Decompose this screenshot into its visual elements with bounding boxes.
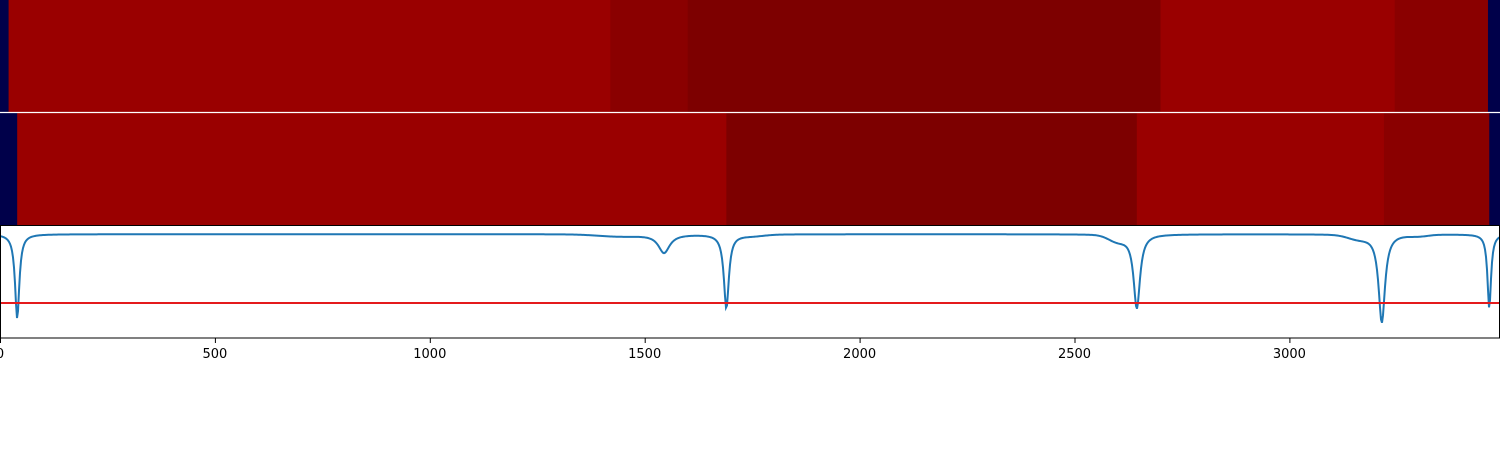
- x-tick-label: 2000: [843, 347, 876, 362]
- heatmap-cell: [8, 0, 611, 113]
- x-axis: 0 500 1000 1500 2000 2500 3000: [0, 338, 1306, 362]
- heatmap-row-2: [0, 113, 1500, 226]
- x-tick-label: 1000: [413, 347, 446, 362]
- heatmap-cell: [0, 113, 18, 226]
- heatmap-cell: [1394, 0, 1489, 113]
- heatmap-cell: [726, 113, 1138, 226]
- x-tick-label: 500: [202, 347, 227, 362]
- heatmap-cell: [1383, 113, 1490, 226]
- curve-panel-background: [0, 225, 1500, 338]
- heatmap-cell: [17, 113, 727, 226]
- curve-series: [0, 233, 1500, 324]
- heatmap-row-1: [0, 0, 1500, 113]
- heatmap-cell: [0, 0, 10, 113]
- heatmap-cell: [1489, 113, 1500, 226]
- x-tick-label: 3000: [1273, 347, 1306, 362]
- curve-panel: [0, 225, 1500, 338]
- heatmap-cell: [1487, 0, 1500, 113]
- heatmap-cell: [687, 0, 1162, 113]
- heatmap-cell: [1136, 113, 1385, 226]
- x-tick-label: 2500: [1058, 347, 1091, 362]
- x-tick-label: 1500: [628, 347, 661, 362]
- heatmap-cell: [1160, 0, 1396, 113]
- heatmap-cell: [610, 0, 689, 113]
- x-tick-label: 0: [0, 347, 4, 362]
